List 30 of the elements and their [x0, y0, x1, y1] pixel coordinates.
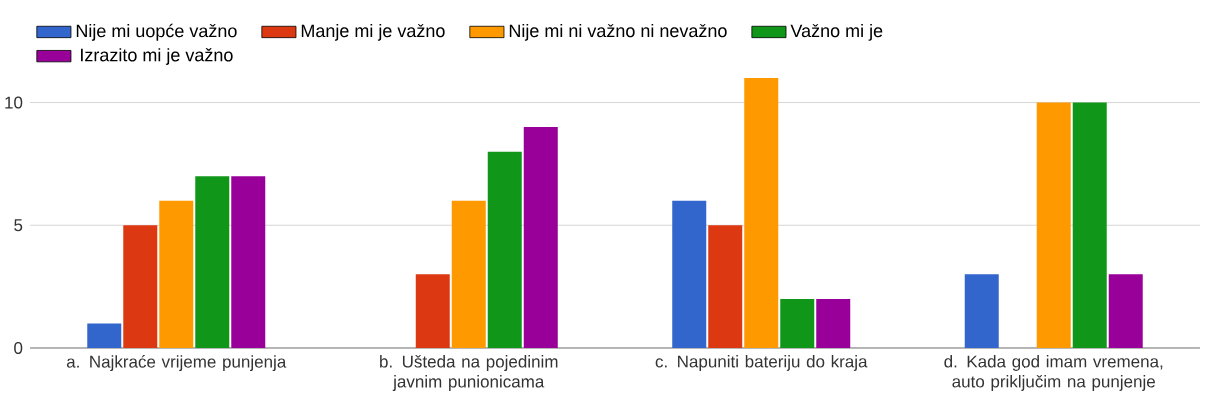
legend-label: Manje mi je važno [301, 23, 445, 41]
bar [708, 225, 743, 348]
bar [87, 323, 122, 348]
x-tick-label: d. Kada god imam vremena, auto priključim na punjenje [944, 355, 1163, 391]
bar [1036, 102, 1071, 348]
bar [451, 200, 486, 348]
legend-label: Važno mi je [790, 23, 883, 41]
bar [672, 200, 707, 348]
bar [487, 151, 522, 348]
x-tick-label: a. Najkraće vrijeme punjenja [66, 355, 287, 372]
legend-label: Izrazito mi je važno [81, 48, 233, 65]
bar [195, 176, 230, 348]
bar [816, 298, 851, 348]
bar [1072, 102, 1107, 348]
y-tick-label: 0 [14, 341, 23, 354]
bar [231, 176, 266, 348]
bar [415, 274, 450, 348]
bar [780, 298, 815, 348]
bar [523, 127, 558, 348]
bar [964, 274, 999, 348]
bar [123, 225, 158, 348]
bar [744, 78, 779, 348]
y-tick-label: 10 [5, 96, 23, 109]
bar [1108, 274, 1143, 348]
y-tick-label: 5 [14, 219, 23, 232]
legend-label: Nije mi uopće važno [76, 23, 237, 41]
x-tick-label: b. Ušteda na pojedinim javnim punionicama [380, 355, 558, 391]
bar [159, 200, 194, 348]
x-tick-label: c. Napuniti bateriju do kraja [655, 355, 868, 371]
legend-label: Nije mi ni važno ni nevažno [509, 23, 727, 41]
